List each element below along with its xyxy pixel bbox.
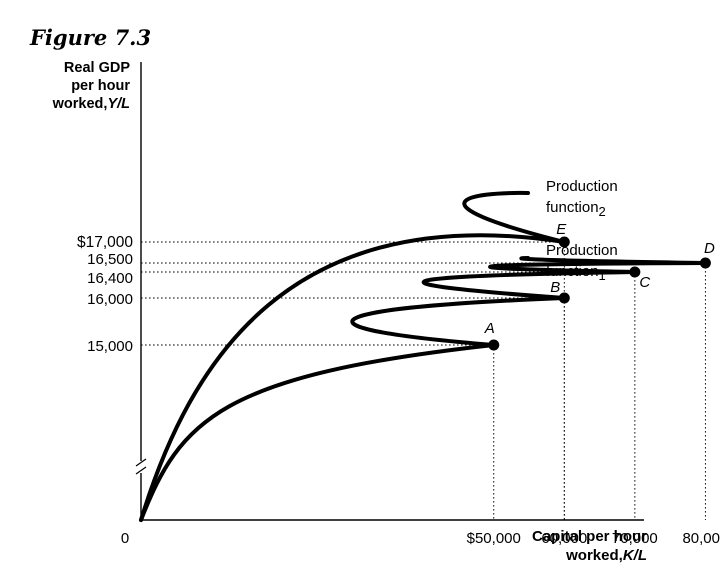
production-function-1-curve [139,256,706,522]
series-1-label-line-1: Production [546,242,618,259]
data-points: E A B C D [484,221,715,351]
series-2-label-line-1: Production [546,178,618,195]
series-1-label-line-2: function1 [546,263,606,283]
y-tick-label: 16,500 [87,251,133,268]
series-1-subscript: 1 [599,268,606,283]
point-A [488,339,500,351]
production-curves [139,190,706,522]
production-function-2-curve [139,190,565,522]
point-label-E: E [556,221,567,238]
y-axis-label-line-1: Real GDP [64,60,130,76]
x-tick-label: 70,000 [612,530,658,547]
x-axis-label-var: K/L [623,547,647,564]
axis-break [135,458,147,475]
y-tick-label: $17,000 [77,234,133,251]
figure-label: Figure 7.3 [29,25,151,50]
x-tick-label: 60,000 [541,530,587,547]
point-label-D: D [704,240,715,257]
point-label-B: B [550,279,560,296]
x-tick-labels: $50,000 60,000 70,000 80,000 [467,530,720,547]
y-axis-label-line-2: per hour [71,78,130,94]
series-2-label-line-2: function2 [546,199,606,219]
y-axis-label-prefix: worked, [52,96,108,112]
series-2-subscript: 2 [599,204,606,219]
y-axis-label-var: Y/L [107,96,130,112]
series-2-label-function: function [546,199,599,216]
point-C [629,266,641,278]
y-tick-label: 16,000 [87,291,133,308]
x-tick-label: 80,000 [682,530,720,547]
x-axis-label-line-1: Capital per hour [532,528,647,545]
x-tick-label: $50,000 [467,530,521,547]
point-D [699,257,711,269]
series-1-label-function: function [546,263,599,280]
y-tick-label: 15,000 [87,338,133,355]
guide-lines [141,241,706,520]
x-axis-label-prefix: worked, [565,547,623,564]
y-tick-label: 16,400 [87,270,133,287]
point-label-A: A [484,320,495,337]
y-axis-label-line-3: worked,Y/L [52,96,130,112]
point-label-C: C [639,274,650,291]
origin-label: 0 [121,530,129,547]
point-E [558,236,570,248]
x-axis-label-line-2: worked,K/L [565,547,647,564]
point-B [558,292,570,304]
